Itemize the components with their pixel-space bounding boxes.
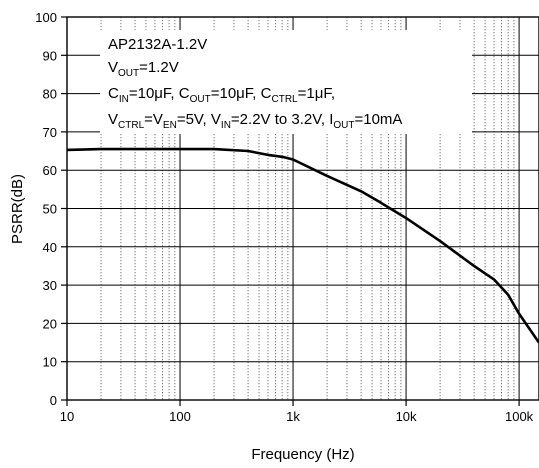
x-axis-title: Frequency (Hz) (251, 446, 354, 463)
psrr-curve (66, 147, 539, 344)
x-tick-label: 10 (60, 409, 74, 424)
x-tick-label: 100 (169, 409, 191, 424)
x-tick-labels: 10 100 1k 10k 100k (60, 409, 534, 424)
y-axis-title: PSRR(dB) (9, 174, 26, 244)
y-tick-labels: 0 10 20 30 40 50 60 70 80 90 100 (35, 10, 57, 408)
annotation-line-2: VOUT=1.2V (108, 59, 179, 79)
y-tick-label: 0 (50, 393, 57, 408)
plot-frame (66, 16, 539, 401)
x-tick-label: 1k (286, 409, 300, 424)
annotation-line-3: CIN=10μF, COUT=10μF, CCTRL=1μF, (108, 85, 335, 105)
y-tick-label: 90 (43, 48, 57, 63)
y-tick-label: 70 (43, 125, 57, 140)
y-tick-label: 80 (43, 87, 57, 102)
annotation: AP2132A-1.2V VOUT=1.2V CIN=10μF, COUT=10… (108, 36, 402, 131)
y-tick-label: 20 (43, 316, 57, 331)
y-tick-label: 100 (35, 10, 57, 25)
annotation-line-4: VCTRL=VEN=5V, VIN=2.2V to 3.2V, IOUT=10m… (108, 111, 402, 131)
y-tick-label: 40 (43, 240, 57, 255)
y-tick-label: 60 (43, 163, 57, 178)
y-tick-label: 50 (43, 202, 57, 217)
x-tick-label: 100k (505, 409, 534, 424)
annotation-line-1: AP2132A-1.2V (108, 36, 207, 53)
x-tick-label: 10k (396, 409, 417, 424)
y-tick-label: 30 (43, 278, 57, 293)
y-tick-label: 10 (43, 355, 57, 370)
annotation-box (100, 30, 472, 134)
